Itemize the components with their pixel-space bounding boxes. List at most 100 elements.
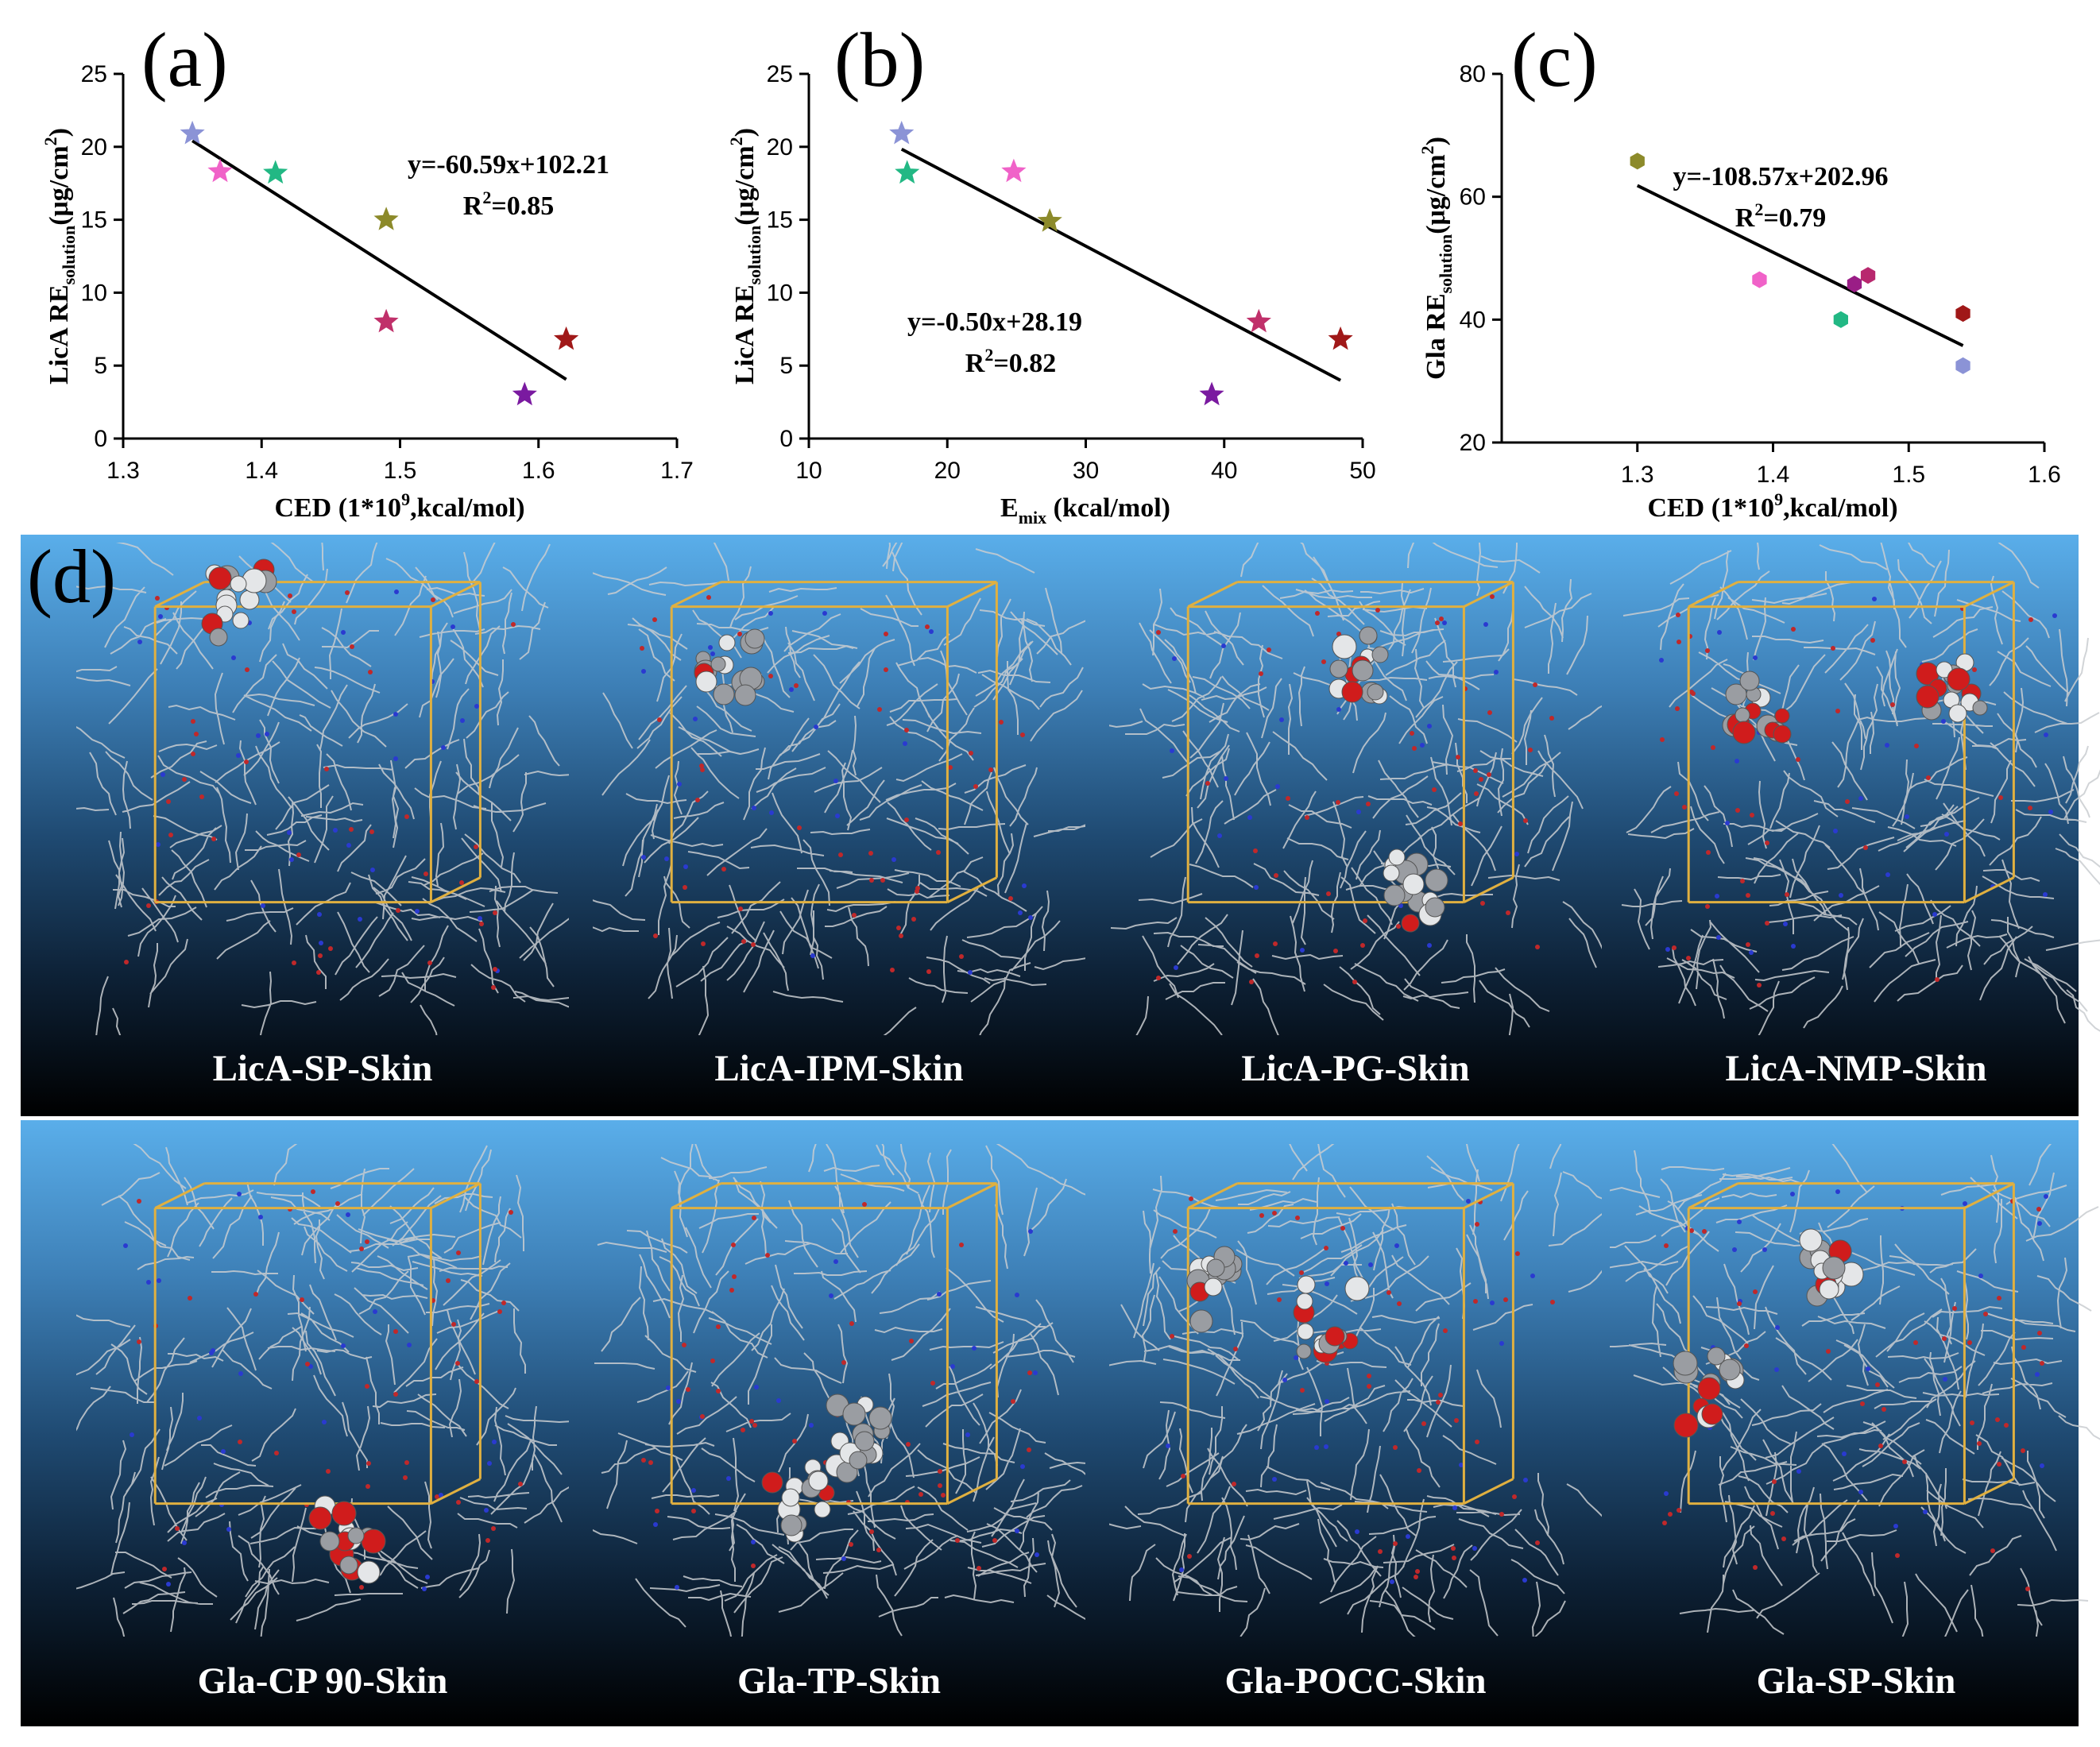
x-tick-label: 1.6	[2028, 462, 2061, 488]
simulation-box-edge	[671, 1182, 721, 1209]
atom	[1839, 893, 1843, 898]
atom	[1336, 800, 1340, 805]
y-tick-label: 25	[767, 61, 793, 87]
atom	[1972, 667, 1977, 672]
atom	[1878, 1444, 1883, 1448]
simulation-box-edge	[671, 581, 721, 608]
atom	[451, 624, 455, 629]
atom	[296, 852, 301, 857]
regression-equation: y=-60.59x+102.21	[408, 150, 609, 180]
atom	[1926, 775, 1931, 780]
drug-molecule-atom	[1206, 1258, 1225, 1277]
atom	[768, 674, 773, 678]
molecule-simulation-box	[76, 1144, 569, 1637]
lipid-chains	[593, 1144, 1085, 1637]
atom	[1885, 872, 1890, 877]
atom	[2028, 617, 2033, 622]
simulation-box-edge	[430, 876, 481, 903]
atom	[1300, 1388, 1305, 1393]
atom	[1249, 980, 1254, 984]
drug-molecule-atom	[1388, 848, 1406, 866]
atom	[487, 1461, 492, 1466]
atom	[288, 593, 292, 598]
atom	[1156, 976, 1161, 980]
atom	[849, 1321, 854, 1326]
atom	[1717, 630, 1722, 635]
atom	[1923, 1509, 1928, 1514]
r-squared: R2=0.82	[965, 345, 1056, 378]
simulation-label: Gla-CP 90-Skin	[197, 1660, 448, 1702]
atom	[1737, 1301, 1742, 1306]
atom	[700, 1414, 705, 1419]
atom	[930, 1381, 935, 1386]
molecule-simulation-box	[593, 1144, 1085, 1637]
atom	[1217, 833, 1222, 838]
atom	[1902, 1459, 1907, 1464]
atom	[2052, 613, 2057, 618]
atom	[1324, 1246, 1328, 1250]
atom	[146, 903, 151, 908]
atom	[1781, 1536, 1786, 1541]
simulation-label: LicA-PG-Skin	[1241, 1048, 1470, 1089]
atom	[1932, 912, 1937, 917]
x-tick-label: 1.4	[1757, 462, 1790, 488]
lipid-chains	[1621, 543, 2100, 1035]
drug-molecule-atom	[1383, 864, 1400, 882]
simulation-box-edge	[946, 581, 998, 608]
atom	[891, 857, 896, 862]
atom	[968, 970, 973, 975]
atom	[792, 1439, 797, 1444]
lipid-chains	[76, 543, 569, 1035]
data-point-hexagon	[1630, 153, 1645, 170]
atom	[849, 1542, 853, 1547]
atom	[1772, 1479, 1777, 1484]
atom	[1011, 1399, 1015, 1404]
atom	[459, 880, 464, 885]
atom	[1735, 808, 1740, 813]
lipid-chains	[593, 543, 1085, 1035]
atom	[768, 611, 773, 616]
drug-molecule-atom	[319, 1531, 340, 1552]
atom	[829, 1293, 833, 1298]
simulation-box-edge	[946, 1478, 998, 1505]
atom	[182, 777, 187, 782]
atom	[876, 1548, 881, 1552]
x-tick-label: 40	[1211, 458, 1237, 484]
atom	[274, 1451, 279, 1455]
atom	[1247, 815, 1252, 820]
atom	[265, 732, 269, 736]
drug-molecule-atom	[1402, 873, 1425, 895]
atom	[511, 622, 516, 627]
atom	[1790, 1192, 1795, 1196]
atom	[1842, 1451, 1847, 1456]
atom	[1326, 891, 1331, 896]
atom	[289, 857, 294, 862]
atom	[1783, 922, 1788, 926]
atom	[1770, 1511, 1775, 1516]
atom	[686, 1387, 690, 1392]
drug-molecule-atom	[1383, 884, 1406, 906]
atom	[1394, 1243, 1399, 1248]
atom	[1913, 1340, 1918, 1345]
chart-c: 20 40 60 80 1.3 1.4 1.5 1.6 (c) CED (1*109,kcal/m…	[1417, 17, 2061, 523]
atom	[1487, 710, 1492, 715]
atom	[209, 1351, 214, 1355]
atom	[693, 717, 698, 721]
atom	[1427, 943, 1432, 948]
atom	[124, 960, 129, 964]
atom	[1664, 1243, 1669, 1248]
atom	[345, 590, 350, 595]
atom	[509, 1210, 513, 1215]
atom	[1406, 1534, 1410, 1539]
y-axis-label: LicA REsolution(μg/cm2)	[41, 128, 79, 385]
atom	[1935, 977, 1940, 982]
atom	[1274, 873, 1278, 878]
atom	[368, 670, 373, 674]
atom	[1875, 1382, 1880, 1387]
atom	[359, 1246, 364, 1251]
atom	[710, 651, 715, 656]
atom	[1970, 1420, 1974, 1425]
drug-molecule-atom	[1296, 1293, 1313, 1310]
atom	[317, 912, 322, 917]
atom	[797, 825, 802, 830]
